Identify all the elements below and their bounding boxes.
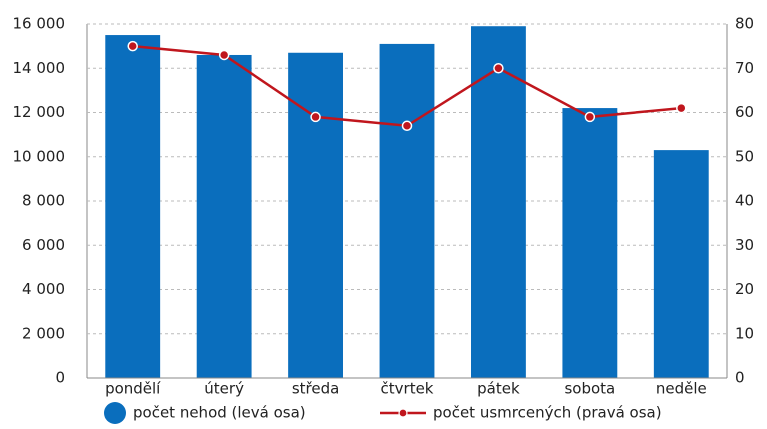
- x-tick-label: čtvrtek: [381, 380, 434, 398]
- y2-tick-label: 60: [735, 103, 754, 121]
- x-tick-label: pondělí: [105, 380, 161, 398]
- y-tick-label: 6 000: [22, 236, 65, 254]
- y-tick-label: 10 000: [13, 147, 66, 165]
- bar: [653, 150, 709, 378]
- line-point: [493, 63, 504, 74]
- legend-label: počet usmrcených (pravá osa): [433, 404, 662, 422]
- bar: [379, 43, 435, 378]
- x-tick-label: neděle: [656, 380, 707, 398]
- legend-marker: [398, 408, 408, 418]
- line-point: [127, 40, 138, 52]
- line-point: [584, 111, 596, 123]
- y-tick-label: 14 000: [13, 59, 66, 77]
- y-tick-label: 12 000: [13, 103, 66, 121]
- y2-tick-label: 70: [735, 59, 754, 77]
- y2-tick-label: 40: [735, 192, 754, 210]
- y-tick-label: 4 000: [22, 280, 65, 298]
- x-tick-label: středa: [292, 380, 339, 398]
- bar: [196, 54, 252, 378]
- y2-tick-label: 50: [735, 147, 754, 165]
- x-tick-label: pátek: [477, 380, 520, 398]
- y2-tick-label: 10: [735, 324, 754, 342]
- y-tick-label: 2 000: [22, 324, 65, 342]
- bar: [105, 35, 161, 378]
- x-tick-label: úterý: [204, 380, 244, 398]
- y-tick-label: 8 000: [22, 192, 65, 210]
- line-point: [310, 111, 321, 123]
- line-point: [676, 102, 687, 114]
- line-point: [401, 120, 413, 132]
- y-tick-label: 0: [55, 369, 65, 387]
- line-point: [218, 49, 230, 61]
- x-tick-label: sobota: [564, 380, 615, 398]
- legend-label: počet nehod (levá osa): [133, 404, 306, 422]
- y2-tick-label: 30: [735, 236, 754, 254]
- y2-tick-label: 20: [735, 280, 754, 298]
- y-tick-label: 16 000: [13, 15, 66, 33]
- legend-marker: [104, 402, 126, 424]
- bar: [288, 52, 343, 378]
- y2-tick-label: 80: [735, 15, 754, 33]
- bar: [471, 26, 526, 379]
- y2-tick-label: 0: [735, 369, 745, 387]
- bar: [562, 108, 618, 378]
